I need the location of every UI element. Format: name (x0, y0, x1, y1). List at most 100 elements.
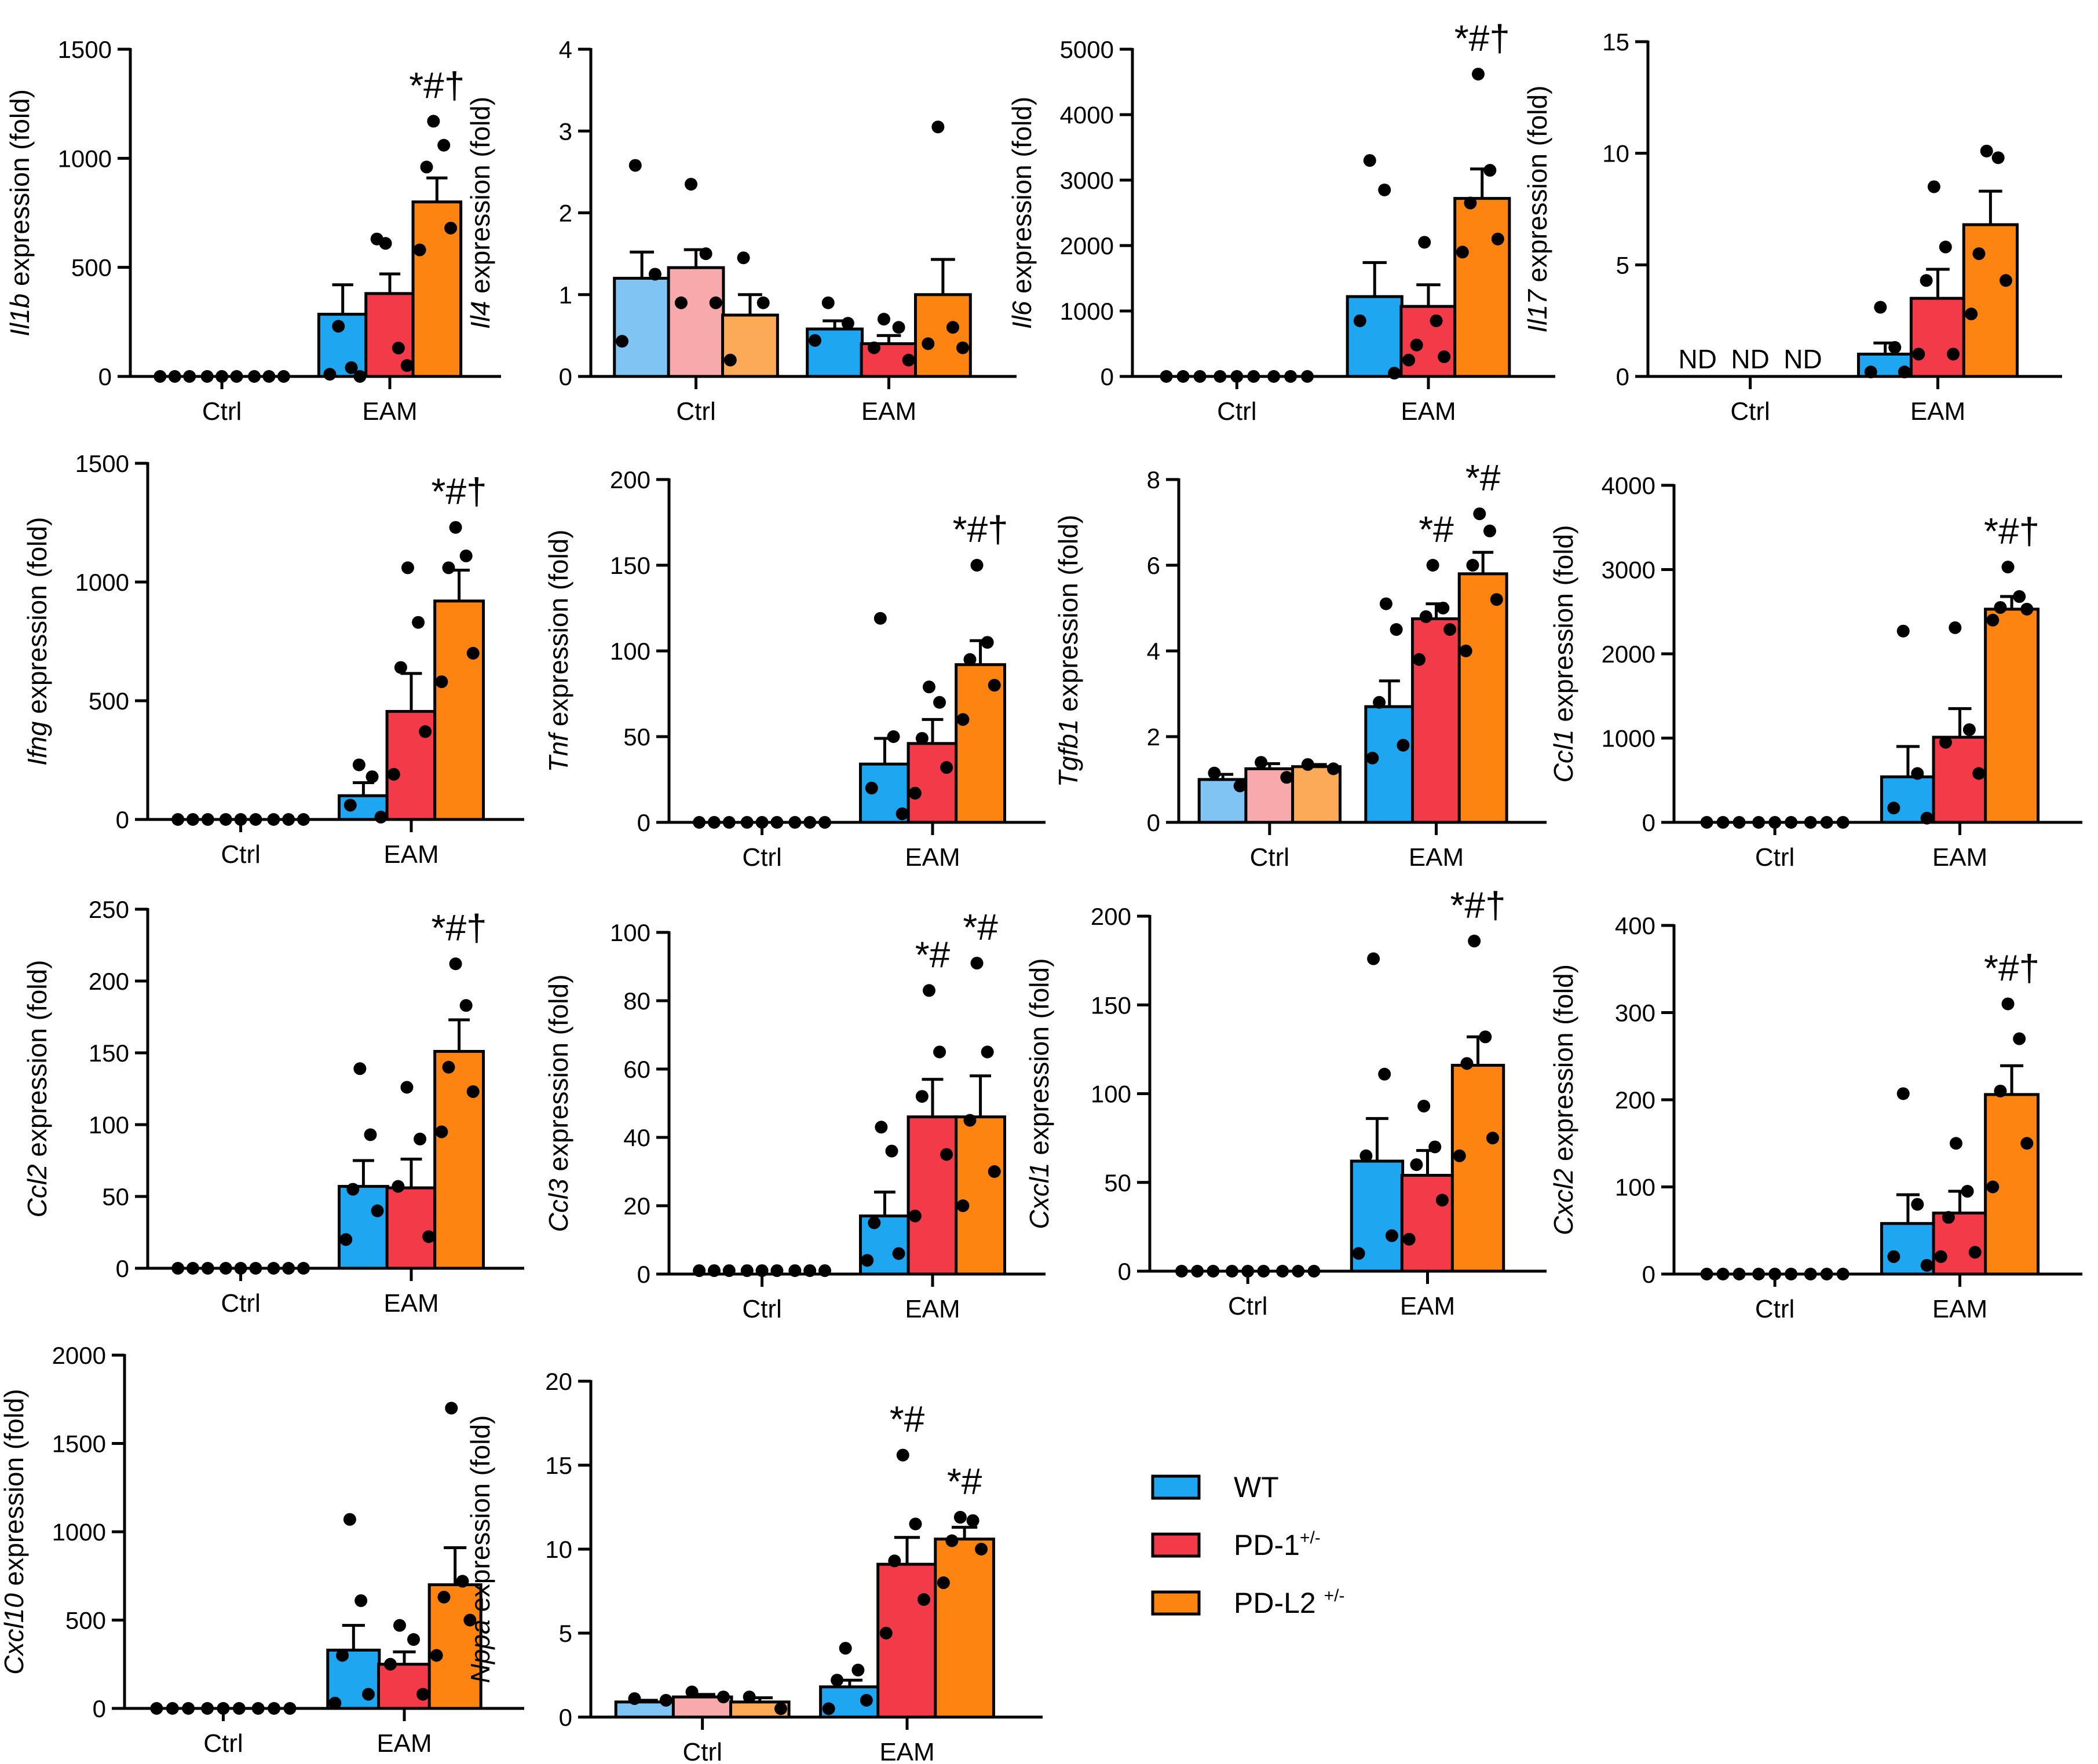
x-tick-label: Ctrl (742, 843, 781, 872)
data-point (808, 334, 821, 347)
error-bar (1416, 283, 1441, 307)
data-point (970, 559, 984, 572)
data-point (685, 1685, 699, 1699)
data-point (1373, 696, 1386, 709)
data-point (371, 1204, 384, 1217)
data-point (1994, 1084, 2007, 1097)
data-point (1820, 1268, 1833, 1280)
y-axis-label-gene: Tnf (543, 731, 573, 773)
data-point (1491, 232, 1504, 246)
y-tick-label: 2000 (52, 1342, 106, 1369)
y-tick-label: 3 (559, 118, 572, 145)
data-point (1402, 1232, 1416, 1246)
data-point (1912, 347, 1925, 361)
chart-panel-il17: 0 5 10 15 Il17 expression (fold) Ctrl EAM ND ND N… (1522, 28, 2062, 426)
data-point (449, 957, 462, 971)
data-point (416, 1688, 430, 1701)
y-tick-label: 5000 (1060, 36, 1114, 63)
bar-eam-wt (1346, 295, 1403, 378)
y-tick-label: 500 (65, 1607, 106, 1634)
data-point (831, 1674, 844, 1687)
data-point (1911, 767, 1924, 780)
data-point (374, 810, 388, 824)
y-tick-label: 0 (93, 1695, 106, 1722)
data-point (166, 1702, 179, 1715)
y-tick-label: 400 (1615, 912, 1655, 939)
error-bar (873, 1190, 896, 1216)
data-point (879, 1627, 893, 1639)
error-bar (1948, 707, 1972, 738)
y-axis-label: Tgfb1 expression (fold) (1053, 515, 1083, 787)
data-point (2001, 997, 2015, 1011)
y-tick-label: 10 (1602, 140, 1629, 167)
data-point (339, 1233, 353, 1246)
data-point (1896, 624, 1910, 638)
legend-label-main: PD-1 (1234, 1529, 1300, 1561)
data-point (755, 1264, 769, 1278)
x-tick-label: Ctrl (221, 840, 260, 869)
legend-label: WT (1234, 1471, 1279, 1503)
data-point (153, 370, 167, 383)
data-point (685, 178, 698, 191)
data-point (444, 221, 458, 235)
data-point (435, 1125, 448, 1139)
data-point (756, 296, 770, 309)
data-point (171, 1262, 185, 1275)
data-point (940, 761, 953, 774)
y-tick-label: 80 (623, 987, 650, 1015)
y-tick-label: 1000 (75, 569, 129, 596)
data-point (2013, 590, 2026, 603)
error-bar (894, 1536, 920, 1565)
data-point (1820, 816, 1833, 829)
y-tick-label: 0 (637, 809, 650, 836)
error-bar (448, 1018, 470, 1052)
data-point (875, 1121, 888, 1134)
data-point (1413, 653, 1426, 666)
data-point (1490, 593, 1503, 606)
x-tick-label: Ctrl (1217, 397, 1256, 426)
data-point (407, 1633, 421, 1646)
data-point (770, 1264, 784, 1278)
data-point (186, 1262, 199, 1275)
data-point (1359, 1149, 1373, 1162)
y-tick-label: 5 (1616, 251, 1629, 279)
significance-marker: *#† (1984, 947, 2039, 989)
significance-marker: *# (1465, 457, 1501, 499)
data-point (1898, 365, 1911, 379)
error-bar (951, 1525, 978, 1539)
data-point (1301, 758, 1314, 771)
data-point (1836, 1268, 1850, 1280)
error-bar (400, 672, 422, 712)
y-tick-label: 2000 (1602, 641, 1655, 668)
data-point (1785, 1268, 1798, 1280)
data-point (437, 138, 451, 152)
data-point (1468, 934, 1481, 947)
y-axis-label: Ccl2 expression (fold) (22, 960, 52, 1218)
y-tick-label: 1 (559, 281, 572, 309)
y-tick-label: 4000 (1060, 101, 1114, 129)
bar-eam-pd1 (907, 742, 959, 824)
data-point (1353, 314, 1366, 327)
data-point (821, 296, 835, 309)
y-tick-label: 0 (1118, 1258, 1131, 1285)
data-point (420, 160, 433, 174)
data-point (1939, 735, 1952, 749)
chart-panel-nppa: 0 5 10 15 20 Nppa expression (fold) Ctrl EAM *# *… (465, 1368, 1043, 1764)
y-tick-label: 3000 (1602, 557, 1655, 584)
y-tick-label: 1000 (1060, 298, 1114, 325)
y-axis-label-suffix: expression (fold) (5, 89, 35, 294)
bar-eam-pdl2 (913, 293, 972, 378)
data-point (445, 1401, 458, 1415)
data-point (361, 1688, 375, 1701)
data-point (466, 1085, 480, 1098)
chart-panel-il6: 0 1000 2000 3000 4000 5000 Il6 expression (fol… (1007, 17, 1555, 426)
x-tick-label: EAM (905, 1295, 960, 1323)
data-point (1934, 1250, 1947, 1263)
data-point (922, 680, 935, 694)
y-tick-label: 2 (1147, 723, 1160, 751)
data-point (902, 353, 915, 367)
y-axis-label-suffix: expression (fold) (0, 1389, 29, 1593)
x-tick-label: Ctrl (202, 397, 242, 426)
data-point (892, 321, 905, 334)
